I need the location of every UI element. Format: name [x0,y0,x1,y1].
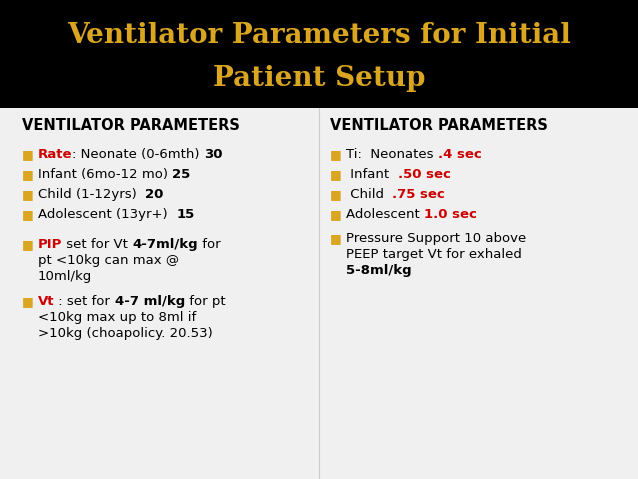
Text: ■: ■ [22,208,34,221]
Text: Ti:  Neonates: Ti: Neonates [346,148,438,161]
Text: >10kg (choapolicy. 20.53): >10kg (choapolicy. 20.53) [38,327,212,340]
Text: for: for [198,238,221,251]
Text: PIP: PIP [38,238,63,251]
Text: VENTILATOR PARAMETERS: VENTILATOR PARAMETERS [22,118,240,133]
Text: Adolescent: Adolescent [346,208,424,221]
Text: for pt: for pt [185,295,225,308]
Text: Infant (6mo-12 mo): Infant (6mo-12 mo) [38,168,172,181]
Text: Child: Child [346,188,392,201]
Text: VENTILATOR PARAMETERS: VENTILATOR PARAMETERS [330,118,548,133]
Text: 15: 15 [176,208,195,221]
Text: .4 sec: .4 sec [438,148,482,161]
Text: ■: ■ [330,188,342,201]
Text: .50 sec: .50 sec [397,168,450,181]
Text: set for Vt: set for Vt [63,238,133,251]
Text: <10kg max up to 8ml if: <10kg max up to 8ml if [38,311,197,324]
Text: ■: ■ [330,148,342,161]
Text: 20: 20 [145,188,163,201]
Text: ■: ■ [22,238,34,251]
Text: .75 sec: .75 sec [392,188,445,201]
Text: ■: ■ [330,232,342,245]
Text: Adolescent (13yr+): Adolescent (13yr+) [38,208,176,221]
Text: 30: 30 [204,148,223,161]
Text: ■: ■ [330,208,342,221]
Text: PEEP target Vt for exhaled: PEEP target Vt for exhaled [346,248,522,261]
Text: : set for: : set for [54,295,115,308]
Text: pt <10kg can max @: pt <10kg can max @ [38,254,179,267]
Text: ■: ■ [22,148,34,161]
Text: Rate: Rate [38,148,73,161]
Text: ■: ■ [22,168,34,181]
FancyBboxPatch shape [0,0,638,108]
Text: 10ml/kg: 10ml/kg [38,270,93,283]
Text: Infant: Infant [346,168,397,181]
Text: 4-7ml/kg: 4-7ml/kg [133,238,198,251]
Text: Patient Setup: Patient Setup [212,65,426,91]
Text: Vt: Vt [38,295,54,308]
Text: ■: ■ [330,168,342,181]
Text: 5-8ml/kg: 5-8ml/kg [346,264,412,277]
Text: : Neonate (0-6mth): : Neonate (0-6mth) [73,148,204,161]
Text: 4-7 ml/kg: 4-7 ml/kg [115,295,185,308]
Text: 25: 25 [172,168,191,181]
Text: Child (1-12yrs): Child (1-12yrs) [38,188,145,201]
Text: ■: ■ [22,295,34,308]
Text: ■: ■ [22,188,34,201]
Text: Ventilator Parameters for Initial: Ventilator Parameters for Initial [67,22,571,48]
Text: Pressure Support 10 above: Pressure Support 10 above [346,232,526,245]
Text: 1.0 sec: 1.0 sec [424,208,477,221]
